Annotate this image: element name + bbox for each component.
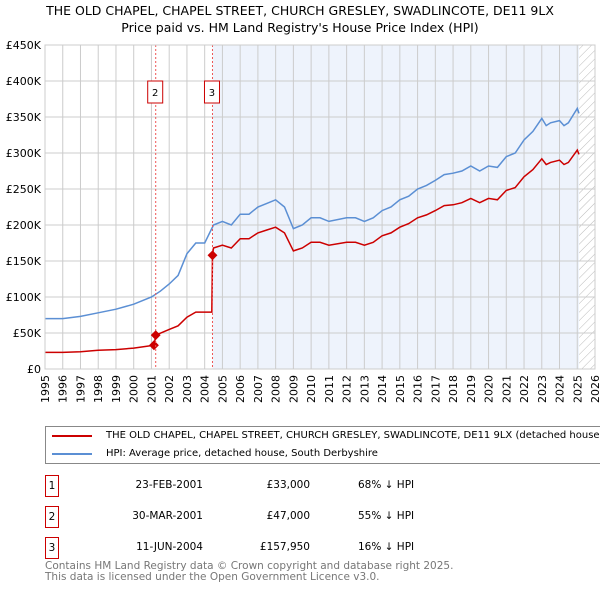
transaction-price: £157,950 xyxy=(259,541,310,553)
x-tick-label: 2004 xyxy=(199,375,212,403)
x-tick-label: 2001 xyxy=(145,375,158,403)
transaction-date: 30-MAR-2001 xyxy=(132,510,203,522)
x-tick-label: 2018 xyxy=(447,375,460,403)
transaction-badge: 3 xyxy=(45,537,59,559)
x-tick-label: 2022 xyxy=(518,375,531,403)
plot-border xyxy=(44,44,596,370)
x-tick-label: 2026 xyxy=(589,375,600,403)
sale-label-box xyxy=(147,80,164,104)
x-tick-label: 2005 xyxy=(216,375,229,403)
transaction-date: 23-FEB-2001 xyxy=(135,479,203,491)
y-tick-label: £0 xyxy=(27,363,41,376)
transaction-hpi-diff: 16% ↓ HPI xyxy=(358,541,415,553)
transaction-badge: 2 xyxy=(45,506,59,528)
transaction-badge: 1 xyxy=(45,475,59,497)
x-tick-label: 2020 xyxy=(483,375,496,403)
footer-licence: This data is licensed under the Open Gov… xyxy=(45,571,380,583)
x-tick-label: 2009 xyxy=(287,375,300,403)
footer: Contains HM Land Registry data © Crown c… xyxy=(45,561,453,583)
sale-label: 3 xyxy=(209,88,215,99)
x-tick-label: 2010 xyxy=(305,375,318,403)
sale-point xyxy=(207,250,218,261)
legend-item-property: THE OLD CHAPEL, CHAPEL STREET, CHURCH GR… xyxy=(52,430,600,441)
chart-title: THE OLD CHAPEL, CHAPEL STREET, CHURCH GR… xyxy=(46,3,554,18)
sale-point xyxy=(150,330,161,341)
legend-label-hpi: HPI: Average price, detached house, Sout… xyxy=(106,448,378,459)
transaction-hpi-diff: 68% ↓ HPI xyxy=(358,479,415,491)
x-tick-label: 2023 xyxy=(536,375,549,403)
chart-subtitle: Price paid vs. HM Land Registry's House … xyxy=(121,20,479,35)
sale-label-box xyxy=(203,80,220,104)
sale-point xyxy=(148,340,159,351)
x-tick-label: 1997 xyxy=(74,375,87,403)
legend-swatch-red xyxy=(52,434,92,437)
y-tick-label: £350K xyxy=(6,111,42,124)
y-tick-label: £200K xyxy=(6,219,42,232)
x-tick-label: 1995 xyxy=(39,375,52,403)
legend-item-hpi: HPI: Average price, detached house, Sout… xyxy=(52,448,378,459)
y-tick-label: £300K xyxy=(6,147,42,160)
legend: THE OLD CHAPEL, CHAPEL STREET, CHURCH GR… xyxy=(45,426,600,464)
x-tick-label: 2011 xyxy=(323,375,336,403)
x-tick-label: 1999 xyxy=(110,375,123,403)
forecast-hatch xyxy=(579,45,595,369)
y-tick-label: £100K xyxy=(6,291,42,304)
y-tick-label: £150K xyxy=(6,255,42,268)
transaction-price: £33,000 xyxy=(266,479,310,491)
x-tick-label: 1998 xyxy=(92,375,105,403)
transaction-hpi-diff: 55% ↓ HPI xyxy=(358,510,415,522)
shaded-period xyxy=(212,45,580,369)
x-tick-label: 2016 xyxy=(412,375,425,403)
legend-swatch-blue xyxy=(52,452,92,455)
x-tick-label: 2012 xyxy=(341,375,354,403)
legend-label-property: THE OLD CHAPEL, CHAPEL STREET, CHURCH GR… xyxy=(106,430,600,441)
hpi-line xyxy=(45,106,580,320)
x-tick-label: 2013 xyxy=(358,375,371,403)
sale-label: 2 xyxy=(152,88,158,99)
x-tick-label: 2003 xyxy=(181,375,194,403)
x-tick-label: 2025 xyxy=(571,375,584,403)
y-tick-label: £50K xyxy=(13,327,42,340)
x-tick-label: 2008 xyxy=(270,375,283,403)
x-tick-label: 2006 xyxy=(234,375,247,403)
price-chart: 2 3 1995 1996 1997 1998 1999 2000 2001 2002 2003 20… xyxy=(6,39,600,403)
x-tick-label: 2017 xyxy=(429,375,442,403)
x-tick-label: 2002 xyxy=(163,375,176,403)
x-tick-label: 2024 xyxy=(554,375,567,403)
x-tick-label: 2014 xyxy=(376,375,389,403)
x-tick-label: 2000 xyxy=(128,375,141,403)
y-tick-label: £250K xyxy=(6,183,42,196)
transaction-date: 11-JUN-2004 xyxy=(136,541,203,553)
x-tick-label: 2007 xyxy=(252,375,265,403)
x-tick-label: 2019 xyxy=(465,375,478,403)
footer-copyright: Contains HM Land Registry data © Crown c… xyxy=(45,560,454,572)
x-tick-label: 2015 xyxy=(394,375,407,403)
y-tick-label: £400K xyxy=(6,75,42,88)
x-tick-label: 2021 xyxy=(500,375,513,403)
x-tick-label: 1996 xyxy=(57,375,70,403)
y-tick-label: £450K xyxy=(6,39,42,52)
property-price-line xyxy=(45,148,580,354)
transaction-price: £47,000 xyxy=(266,510,310,522)
